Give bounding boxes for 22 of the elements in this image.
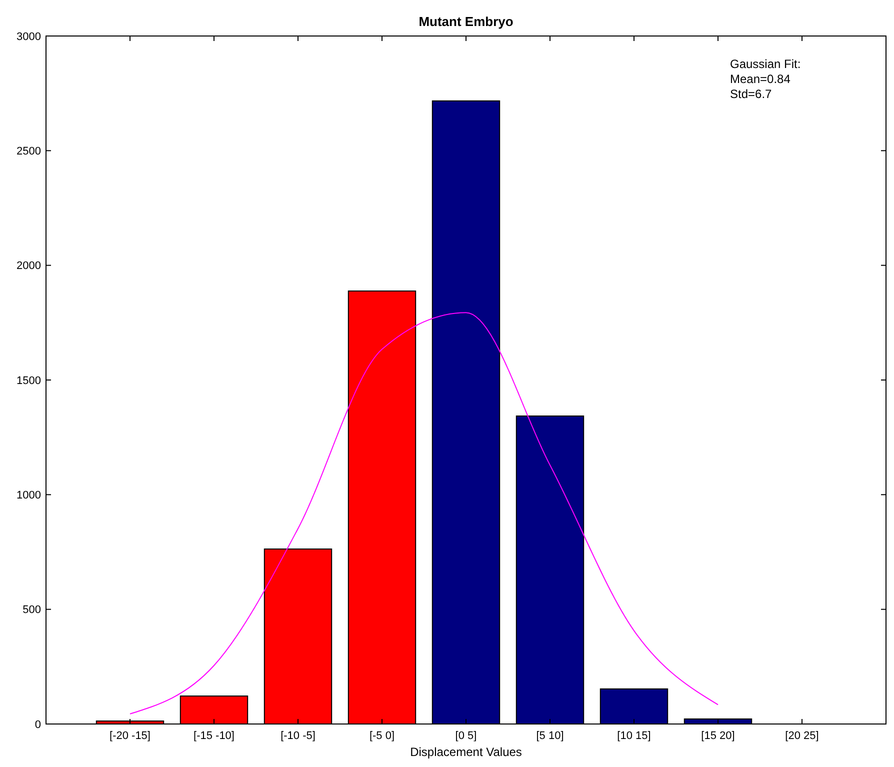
y-tick-label: 0 (34, 718, 41, 731)
x-tick-label: [10 15] (617, 730, 651, 742)
y-tick-label: 500 (22, 604, 41, 616)
x-tick-label: [20 25] (785, 730, 819, 742)
x-tick-label: [-15 -10] (194, 730, 234, 742)
x-tick-label: [15 20] (701, 730, 735, 742)
chart-title: Mutant Embryo (418, 14, 514, 29)
y-tick-label: 2500 (16, 146, 41, 158)
annotation: Std=6.7 (730, 87, 772, 101)
annotation: Mean=0.84 (730, 72, 791, 86)
y-tick-label: 3000 (16, 30, 41, 43)
x-tick-label: [-5 0] (369, 730, 395, 742)
y-tick-label: 2000 (16, 260, 41, 272)
x-tick-label: [5 10] (536, 730, 564, 742)
y-tick-label: 1000 (16, 490, 41, 502)
x-axis-title: Displacement Values (410, 745, 522, 759)
x-tick-label: [0 5] (455, 730, 477, 742)
annotation: Gaussian Fit: (730, 57, 801, 71)
y-tick-label: 1500 (16, 374, 41, 387)
line-series (130, 312, 718, 714)
x-tick-label: [-10 -5] (280, 730, 316, 742)
x-tick-label: [-20 -15] (110, 730, 150, 742)
